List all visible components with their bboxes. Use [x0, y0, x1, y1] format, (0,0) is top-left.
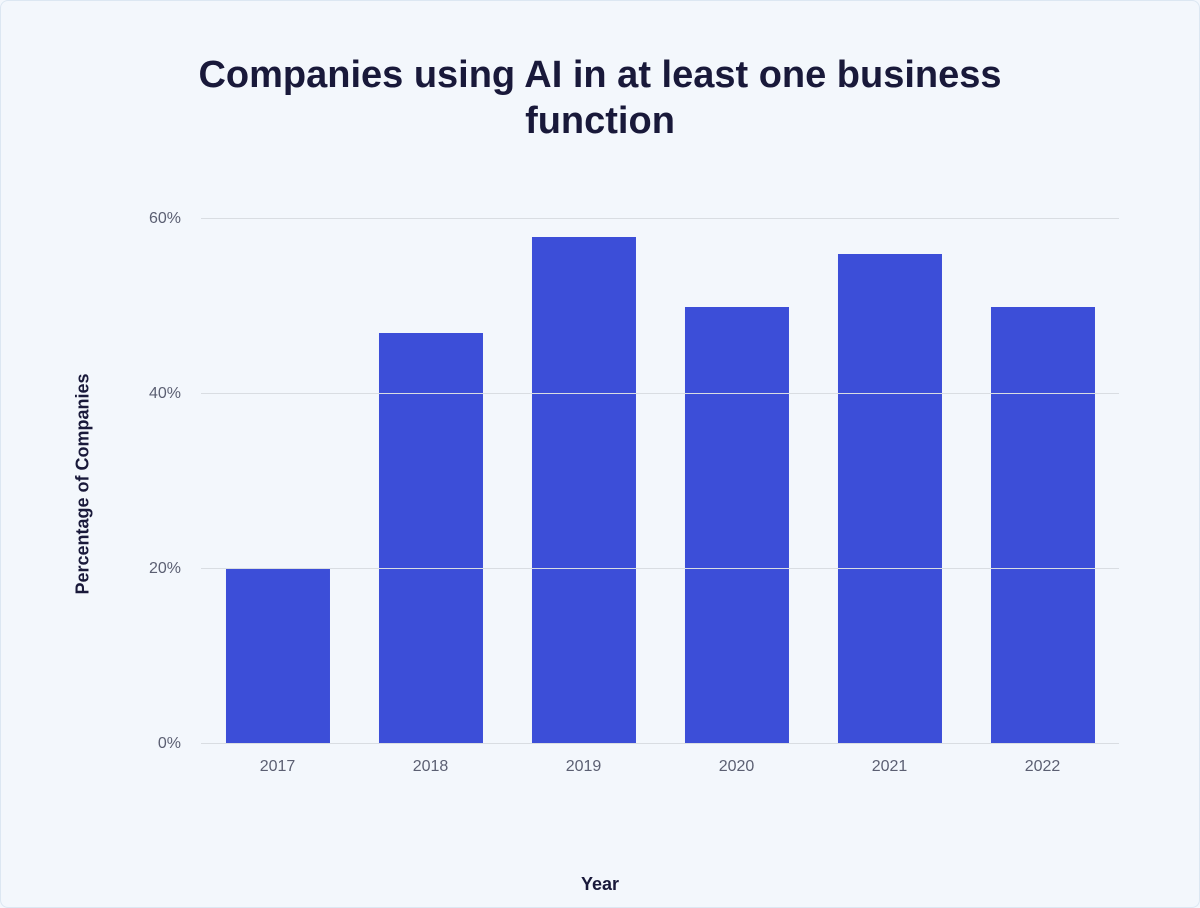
bar-slot: 2017	[201, 184, 354, 744]
bar-slot: 2022	[966, 184, 1119, 744]
chart-title: Companies using AI in at least one busin…	[150, 53, 1050, 144]
bar-slot: 2020	[660, 184, 813, 744]
x-tick-label: 2020	[719, 758, 755, 776]
gridline	[201, 743, 1119, 744]
plot-area: 201720182019202020212022 0%20%40%60%	[201, 184, 1119, 744]
gridline	[201, 568, 1119, 569]
y-tick-label: 20%	[149, 560, 181, 578]
x-tick-label: 2018	[413, 758, 449, 776]
x-tick-label: 2021	[872, 758, 908, 776]
chart-area: Percentage of Companies 2017201820192020…	[141, 184, 1119, 784]
bar-slot: 2021	[813, 184, 966, 744]
bar	[990, 307, 1094, 745]
bar	[531, 237, 635, 745]
y-tick-label: 60%	[149, 210, 181, 228]
bar	[225, 569, 329, 744]
x-axis-label: Year	[51, 874, 1149, 895]
y-tick-label: 40%	[149, 385, 181, 403]
gridline	[201, 393, 1119, 394]
x-tick-label: 2017	[260, 758, 296, 776]
y-axis-label: Percentage of Companies	[73, 374, 94, 595]
bar	[837, 254, 941, 744]
bars-container: 201720182019202020212022	[201, 184, 1119, 744]
bar	[684, 307, 788, 745]
x-tick-label: 2019	[566, 758, 602, 776]
bar-slot: 2019	[507, 184, 660, 744]
gridline	[201, 218, 1119, 219]
bar	[378, 333, 482, 744]
bar-slot: 2018	[354, 184, 507, 744]
y-tick-label: 0%	[158, 735, 181, 753]
x-tick-label: 2022	[1025, 758, 1061, 776]
